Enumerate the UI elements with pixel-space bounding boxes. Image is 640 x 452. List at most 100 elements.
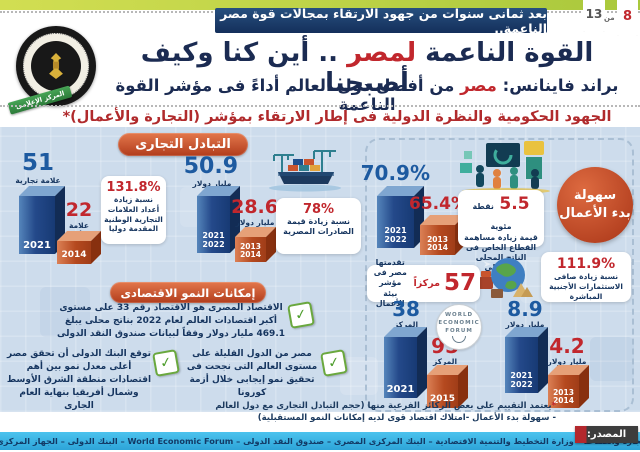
rank-gain-value: 57 <box>443 270 476 296</box>
value: 70.9% <box>360 161 430 185</box>
business-climate-panel <box>365 138 634 412</box>
growth-percent: 131.8% <box>106 180 161 195</box>
bar-year-label: 2021 2022 <box>202 231 225 250</box>
eagle-emblem-icon <box>31 41 81 91</box>
exports-old-value: 28.6 مليار دولار <box>231 196 278 227</box>
growth-bullet-1: الاقتصاد المصرى هو الاقتصاد رقم 33 على م… <box>57 303 285 340</box>
gain-unit: نقطة مئوية <box>472 202 512 231</box>
world-economic-forum-logo: WORLD ECONOMIC FORUM <box>436 304 482 350</box>
business-rank-gain-box: 57 مركزاً تقدمتها مصر فى مؤشر بيئة الأعم… <box>367 258 480 308</box>
cargo-ship-illustration <box>269 150 341 192</box>
growth-desc: نسبة زيادة قيمة الصادرات المصرية <box>283 217 354 237</box>
wef-line3: FORUM <box>445 328 473 335</box>
rank-gain-desc: تقدمتها مصر فى مؤشر بيئة الأعمال <box>373 258 407 308</box>
source-bar: وزارة التجارة والصناعة – وزارة التخطيط و… <box>0 432 640 450</box>
trade-section-header: التبادل التجارى <box>118 133 248 156</box>
footnote: *يعتمد التقييم على بعض الركائز الفرعية م… <box>150 401 556 425</box>
bar-year-label: 2013 2014 <box>553 387 574 405</box>
growth-desc: نسبة زيادة صافى الاستثمارات الأجنبية الم… <box>549 272 623 301</box>
value: 51 <box>21 150 54 176</box>
value: 65.4% <box>409 194 468 214</box>
bar-year-label: 2021 2022 <box>384 226 407 245</box>
badge-line1: سهولة <box>573 188 617 204</box>
ease-of-business-badge: سهولة بدء الأعمال <box>557 167 633 243</box>
footnote-line1: *يعتمد التقييم على بعض الركائز الفرعية م… <box>150 401 556 413</box>
fdi-growth-box: 111.9% نسبة زيادة صافى الاستثمارات الأجن… <box>541 252 631 302</box>
gain-headline: 5.5 نقطة مئوية <box>461 194 541 233</box>
exports-growth-box: 78% نسبة زيادة قيمة الصادرات المصرية <box>276 198 361 254</box>
page-number-tab: 8 <box>617 0 638 36</box>
title-red-word: لمصر <box>347 38 417 68</box>
wef-line2: ECONOMIC <box>438 319 480 326</box>
source-label: المصدر: <box>575 426 638 443</box>
value: 4.2 <box>549 334 585 358</box>
unit: مليار دولار <box>192 179 232 188</box>
check-glyph: ✓ <box>293 306 309 324</box>
gain-value: 5.5 <box>499 194 530 214</box>
growth-desc: نسبة زيادة أعداد العلامات التجارية الوطن… <box>104 195 163 234</box>
growth-bullet-2: توقع البنك الدولى أن تحقق مصر أعلى معدل … <box>6 349 152 412</box>
bar-year-label: 2013 2014 <box>240 241 261 259</box>
footnote-text1: يعتمد التقييم على بعض الركائز الفرعية من… <box>215 401 552 411</box>
top-green-strip <box>0 0 640 10</box>
bg-tile <box>590 337 634 381</box>
unit: المركز <box>432 357 458 366</box>
title-dotted-line <box>0 105 640 107</box>
check-glyph: ✓ <box>158 354 174 372</box>
unit: مليار دولار <box>235 218 275 227</box>
business-people-illustration <box>460 141 550 194</box>
check-icon: ✓ <box>287 301 315 329</box>
check-icon: ✓ <box>152 349 180 377</box>
private-sector-new-value: 70.9% <box>360 161 430 185</box>
unit: مليار دولار <box>547 357 587 366</box>
check-icon: ✓ <box>320 349 348 377</box>
bar-year-label: 2021 2022 <box>510 371 533 390</box>
exports-new-value: 50.9 مليار دولار <box>183 154 238 188</box>
unit: المركز <box>393 320 419 329</box>
title-pre: القوة الناعمة <box>416 38 594 68</box>
trademarks-new-value: 51 علامة تجارية <box>14 152 62 185</box>
bar-year-label: 2014 <box>61 250 87 261</box>
rank-gain-unit: مركزاً <box>413 278 440 289</box>
badge-line2: بدء الأعمال <box>559 206 631 221</box>
title-post: .. أين كنا وكيف أصبحنا <box>140 38 410 98</box>
subtitle-red-word: مصر <box>460 76 497 95</box>
page-title: القوة الناعمة لمصر .. أين كنا وكيف أصبحن… <box>100 38 634 98</box>
bar-year-label: 2015 <box>429 394 456 405</box>
page-of-label: من <box>604 14 615 22</box>
footnote-star: * <box>551 401 556 411</box>
subtitle-post: من أفضل دول العالم أداءً فى مؤشر القوة ا… <box>115 76 461 114</box>
wef-arc <box>452 336 466 344</box>
value: 50.9 <box>183 154 238 179</box>
value: 38 <box>392 297 420 321</box>
bar-year-label: 2013 2014 <box>427 234 448 252</box>
page-total-tab: 13 <box>583 0 605 32</box>
footnote-line2: - سهولة بدء الأعمال -امتلاك اقتصاد قوى ل… <box>257 412 556 423</box>
check-glyph: ✓ <box>326 354 342 372</box>
unit: علامة تجارية <box>15 176 61 185</box>
growth-section-header: إمكانات النمو الاقتصادى <box>110 282 266 303</box>
section-title: الجهود الحكومية والنظرة الدولية فى إطار … <box>62 109 612 125</box>
top-banner: بعد ثمانى سنوات من جهود الارتقاء بمجالات… <box>215 6 547 36</box>
value: 22 <box>65 199 93 221</box>
wef-line1: WORLD <box>444 311 474 318</box>
private-sector-old-value: 65.4% <box>409 194 468 214</box>
globe-investment-illustration <box>479 258 533 298</box>
government-media-center-logo: المركز الإعلامى <box>7 26 96 115</box>
growth-percent: 78% <box>302 202 335 217</box>
eagle-icon <box>49 53 63 79</box>
rank-new-value: 38 المركز <box>387 299 425 329</box>
growth-bullet-3: مصر من الدول القليلة على مستوى العالم ال… <box>186 349 318 399</box>
growth-percent: 111.9% <box>556 256 616 272</box>
subtitle-pre: براند فاينانس: <box>496 76 619 95</box>
bar-year-label: 2021 <box>23 240 51 251</box>
page-subtitle: براند فاينانس: مصر من أفضل دول العالم أد… <box>100 76 634 114</box>
fdi-old-value: 4.2 مليار دولار <box>546 336 588 366</box>
private-sector-gain-box: 5.5 نقطة مئوية قيمة زيادة مساهمة القطاع … <box>458 190 544 272</box>
fdi-new-value: 8.9 مليار دولار <box>502 299 548 329</box>
unit: مليار دولار <box>505 320 545 329</box>
trademarks-growth-box: 131.8% نسبة زيادة أعداد العلامات التجاري… <box>101 176 166 244</box>
value: 28.6 <box>231 196 278 218</box>
bar-year-label: 2021 <box>386 384 415 395</box>
